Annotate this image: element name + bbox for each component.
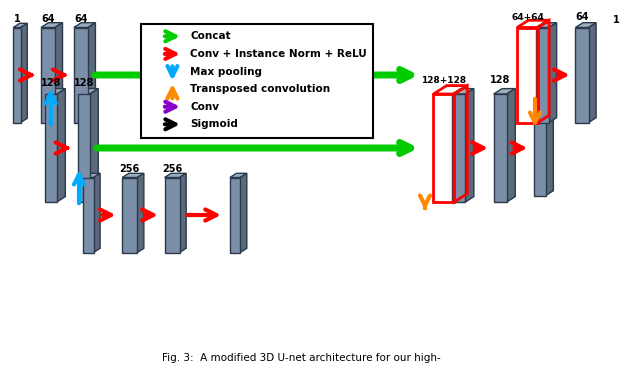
Text: 64: 64 xyxy=(575,12,589,22)
Polygon shape xyxy=(74,23,95,28)
Text: 256: 256 xyxy=(120,164,140,174)
Text: 64+64: 64+64 xyxy=(511,13,544,21)
Polygon shape xyxy=(13,23,28,28)
Polygon shape xyxy=(575,28,589,123)
Text: Conv: Conv xyxy=(190,102,220,112)
Polygon shape xyxy=(589,23,596,123)
Text: Conv + Instance Norm + ReLU: Conv + Instance Norm + ReLU xyxy=(190,49,367,59)
Polygon shape xyxy=(546,96,554,196)
Polygon shape xyxy=(612,26,626,30)
Polygon shape xyxy=(575,23,596,28)
Polygon shape xyxy=(83,177,93,252)
Polygon shape xyxy=(45,94,57,202)
Polygon shape xyxy=(534,96,554,100)
Polygon shape xyxy=(164,177,180,252)
Polygon shape xyxy=(536,23,557,28)
Text: 1: 1 xyxy=(612,15,620,25)
Polygon shape xyxy=(55,23,63,123)
Polygon shape xyxy=(137,173,144,252)
Polygon shape xyxy=(41,23,63,28)
Polygon shape xyxy=(549,23,557,123)
Polygon shape xyxy=(41,28,55,123)
Polygon shape xyxy=(230,177,240,252)
Text: 1: 1 xyxy=(13,14,20,24)
FancyBboxPatch shape xyxy=(141,24,373,138)
Polygon shape xyxy=(77,94,90,202)
Text: Concat: Concat xyxy=(190,31,231,41)
Polygon shape xyxy=(93,173,100,252)
Polygon shape xyxy=(20,23,28,123)
Polygon shape xyxy=(507,89,515,202)
Polygon shape xyxy=(90,89,99,202)
Polygon shape xyxy=(122,173,144,177)
Polygon shape xyxy=(612,30,620,120)
Polygon shape xyxy=(83,173,100,177)
Text: Fig. 3:  A modified 3D U-net architecture for our high-: Fig. 3: A modified 3D U-net architecture… xyxy=(161,353,440,363)
Polygon shape xyxy=(122,177,137,252)
Polygon shape xyxy=(240,173,247,252)
Polygon shape xyxy=(534,100,546,196)
Text: Sigmoid: Sigmoid xyxy=(190,119,238,129)
Text: 64: 64 xyxy=(41,14,54,24)
Text: 128: 128 xyxy=(490,75,510,85)
Polygon shape xyxy=(620,26,626,120)
Polygon shape xyxy=(164,173,186,177)
Polygon shape xyxy=(77,89,99,94)
Polygon shape xyxy=(88,23,95,123)
Polygon shape xyxy=(536,28,549,123)
Polygon shape xyxy=(45,89,65,94)
Polygon shape xyxy=(230,173,247,177)
Text: Max pooling: Max pooling xyxy=(190,66,262,76)
Text: Transposed convolution: Transposed convolution xyxy=(190,84,330,94)
Text: 256: 256 xyxy=(162,164,182,174)
Polygon shape xyxy=(180,173,186,252)
Polygon shape xyxy=(74,28,88,123)
Text: 64: 64 xyxy=(74,14,88,24)
Polygon shape xyxy=(493,89,515,94)
Text: 128: 128 xyxy=(74,78,94,88)
Polygon shape xyxy=(465,89,474,202)
Polygon shape xyxy=(57,89,65,202)
Polygon shape xyxy=(452,89,474,94)
Polygon shape xyxy=(13,28,20,123)
Text: 128: 128 xyxy=(40,78,61,88)
Polygon shape xyxy=(452,94,465,202)
Polygon shape xyxy=(493,94,507,202)
Text: 128+128: 128+128 xyxy=(421,76,467,85)
